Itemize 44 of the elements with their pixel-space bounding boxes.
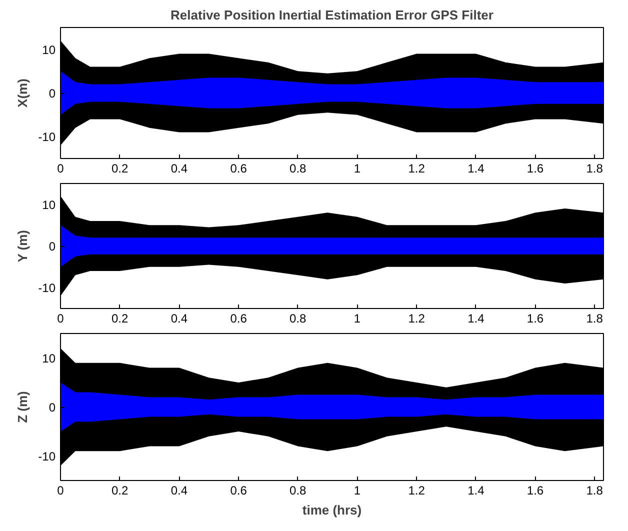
x-tick-label: 1.6 xyxy=(526,162,544,176)
x-tick-label: 0.2 xyxy=(112,312,129,326)
y-tick-label: 0 xyxy=(48,86,56,100)
y-tick-label: 10 xyxy=(42,352,56,366)
x-tick-label: 0 xyxy=(57,484,64,498)
x-tick-label: 0 xyxy=(57,312,64,326)
y-tick-label: -10 xyxy=(38,450,56,464)
x-tick-label: 1.4 xyxy=(468,162,485,176)
y-tick-label: 0 xyxy=(48,400,56,414)
x-tick-label: 1 xyxy=(354,484,361,498)
x-tick-label: 1.8 xyxy=(586,162,604,176)
y-axis-title: Z (m) xyxy=(15,391,30,423)
x-axis-title: time (hrs) xyxy=(302,502,362,518)
y-tick-label: 10 xyxy=(42,42,56,57)
x-tick-label: 1.8 xyxy=(586,312,604,326)
x-tick-label: 1.2 xyxy=(408,162,426,176)
x-tick-label: 0.6 xyxy=(230,484,248,498)
x-tick-label: 0.6 xyxy=(230,312,248,326)
y-axis-title: X(m) xyxy=(15,78,30,108)
x-tick-label: 0.2 xyxy=(112,484,129,498)
y-tick-label: 10 xyxy=(42,198,56,212)
y-tick-label: -10 xyxy=(38,130,56,144)
x-tick-label: 1.4 xyxy=(468,312,485,326)
x-tick-label: 1.2 xyxy=(408,312,426,326)
y-tick-label: 0 xyxy=(48,240,56,254)
x-tick-label: 0.8 xyxy=(290,312,307,326)
y-tick-label: -10 xyxy=(38,281,56,296)
x-tick-label: 0.4 xyxy=(170,162,188,176)
y-axis-title: Y (m) xyxy=(15,230,30,262)
x-tick-label: 1.4 xyxy=(468,484,485,498)
x-tick-label: 0.6 xyxy=(230,162,248,176)
chart-title: Relative Position Inertial Estimation Error GPS Filter xyxy=(170,8,494,22)
x-tick-label: 1.6 xyxy=(526,484,544,498)
x-tick-label: 0.4 xyxy=(170,484,188,498)
x-tick-label: 0.8 xyxy=(290,484,307,498)
x-tick-label: 1.8 xyxy=(586,484,604,498)
x-tick-label: 0.8 xyxy=(290,162,307,176)
x-tick-label: 1.2 xyxy=(408,484,426,498)
x-tick-label: 0.4 xyxy=(170,312,188,326)
x-tick-label: 1 xyxy=(354,312,361,326)
x-tick-label: 1.6 xyxy=(526,312,544,326)
x-tick-label: 1 xyxy=(354,162,361,176)
x-tick-label: 0.2 xyxy=(112,162,129,176)
x-tick-label: 0 xyxy=(57,162,64,176)
